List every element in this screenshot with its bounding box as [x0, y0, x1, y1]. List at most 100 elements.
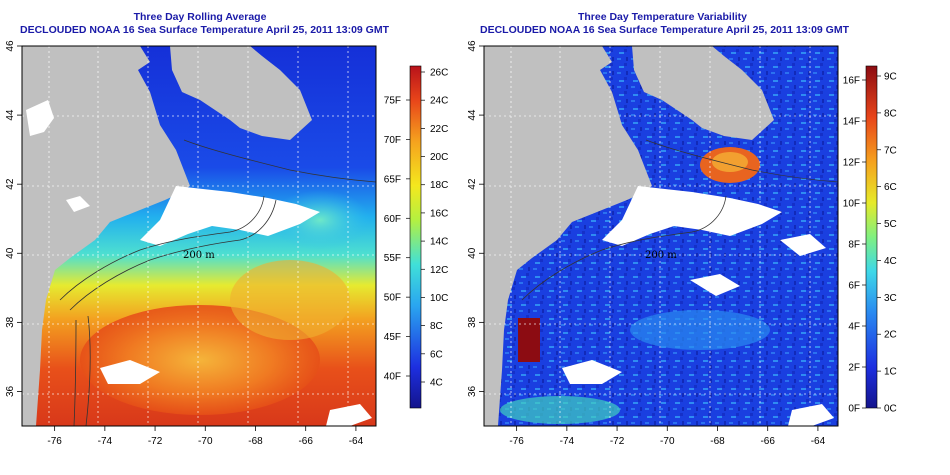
y-tick-label: 38	[5, 316, 16, 328]
colorbar-label: 45F	[384, 332, 401, 343]
y-tick-label: 40	[467, 247, 478, 259]
x-tick-label: -72	[148, 436, 163, 447]
x-tick-label: -76	[509, 436, 524, 447]
colorbar-label: 3C	[884, 293, 897, 304]
panel2-colorbar-left-labels: 16F 14F 12F 10F 8F 6F 4F 2F 0F	[843, 76, 866, 415]
y-tick-label: 46	[5, 40, 16, 52]
colorbar-label: 20C	[430, 152, 448, 163]
colorbar-label: 5C	[884, 219, 897, 230]
panel2-land-novascotia	[632, 46, 774, 140]
panel2-colorbar	[865, 65, 878, 409]
panel1-graticule	[22, 46, 376, 426]
colorbar-label: 75F	[384, 96, 401, 107]
panel2-colorbar-right-labels: 9C 8C 7C 6C 5C 4C 3C 2C 1C 0C	[877, 72, 897, 415]
colorbar-label: 14C	[430, 237, 448, 248]
x-tick-label: -68	[710, 436, 725, 447]
colorbar-label: 14F	[843, 117, 860, 128]
colorbar-label: 55F	[384, 253, 401, 264]
panel1-isobath	[59, 195, 265, 301]
panel2-cloud-patch	[690, 274, 740, 296]
colorbar-label: 24C	[430, 96, 448, 107]
colorbar-label: 2F	[848, 363, 860, 374]
panel1-y-axis: 46 44 42 40 38 36	[5, 40, 22, 397]
colorbar-label: 65F	[384, 174, 401, 185]
panel1-cloud-patch	[326, 404, 372, 426]
colorbar-label: 2C	[884, 330, 897, 341]
colorbar-label: 60F	[384, 214, 401, 225]
x-tick-label: -66	[298, 436, 313, 447]
x-tick-label: -64	[811, 436, 826, 447]
panel2-title: Three Day Temperature Variability	[577, 11, 748, 23]
panel2-light-band	[630, 310, 770, 350]
panel1-isobath	[73, 319, 77, 426]
panel1-cloud-patch	[66, 196, 90, 212]
panel1-isobath	[85, 315, 91, 426]
panel1-isobath	[69, 199, 277, 311]
panel1-warm-patch	[230, 260, 350, 340]
panel1-map: 200 m	[22, 46, 376, 426]
panel1-isobath	[183, 139, 376, 183]
colorbar-label: 18C	[430, 180, 448, 191]
colorbar-label: 6F	[848, 281, 860, 292]
colorbar-label: 12C	[430, 265, 448, 276]
x-tick-label: -76	[47, 436, 62, 447]
panel1-colorbar	[409, 65, 422, 409]
y-tick-label: 38	[467, 316, 478, 328]
x-tick-label: -74	[98, 436, 113, 447]
panel2-isobath	[521, 195, 727, 301]
colorbar-label: 4F	[848, 322, 860, 333]
panel2-isobath	[645, 139, 838, 183]
panel2-x-axis: -76 -74 -72 -70 -68 -66 -64	[509, 426, 826, 447]
colorbar-label: 22C	[430, 124, 448, 135]
y-tick-label: 40	[5, 247, 16, 259]
colorbar-label: 6C	[884, 182, 897, 193]
panel2-map: 200 m	[484, 46, 838, 426]
colorbar-label: 8C	[430, 321, 443, 332]
colorbar-label: 12F	[843, 158, 860, 169]
colorbar-label: 70F	[384, 135, 401, 146]
colorbar-label: 6C	[430, 349, 443, 360]
colorbar-label: 8F	[848, 240, 860, 251]
panel2-variability-hotspot-core	[712, 152, 748, 172]
panel1-cloud-patch	[100, 360, 160, 384]
panel1-cloud-patch	[26, 100, 54, 136]
colorbar-label: 0F	[848, 404, 860, 415]
panel1-land-novascotia	[170, 46, 312, 140]
colorbar-label: 4C	[884, 256, 897, 267]
x-tick-label: -72	[610, 436, 625, 447]
y-tick-label: 42	[5, 178, 16, 190]
colorbar-label: 8C	[884, 108, 897, 119]
colorbar-label: 9C	[884, 72, 897, 83]
panel1-colorbar-right-labels: 75F 70F 65F 60F 55F 50F 45F 40F	[384, 96, 410, 383]
y-tick-label: 36	[5, 385, 16, 397]
panel2-high-variability-strip	[518, 318, 540, 362]
panel2-cloud-patch	[788, 404, 834, 426]
y-tick-label: 44	[5, 109, 16, 121]
panel2-cloud-patch	[562, 360, 622, 384]
panel2-frame	[483, 45, 839, 427]
x-tick-label: -66	[760, 436, 775, 447]
colorbar-label: 7C	[884, 145, 897, 156]
x-tick-label: -68	[248, 436, 263, 447]
panel1-contour-label: 200 m	[183, 250, 215, 261]
x-tick-label: -70	[198, 436, 213, 447]
colorbar-label: 10F	[843, 199, 860, 210]
panel1-frame	[21, 45, 377, 427]
colorbar-label: 1C	[884, 367, 897, 378]
panel2-subtitle: DECLOUDED NOAA 16 Sea Surface Temperatur…	[480, 24, 849, 36]
x-tick-label: -70	[660, 436, 675, 447]
panel2-cloud-band	[602, 186, 782, 246]
panel1-title: Three Day Rolling Average	[133, 11, 267, 23]
y-tick-label: 44	[467, 109, 478, 121]
colorbar-label: 26C	[430, 68, 448, 79]
y-tick-label: 46	[467, 40, 478, 52]
x-tick-label: -74	[560, 436, 575, 447]
panel2-cyan-band	[500, 396, 620, 424]
colorbar-label: 0C	[884, 404, 897, 415]
x-tick-label: -64	[349, 436, 364, 447]
panel1-colorbar-left-labels: 26C 24C 22C 20C 18C 16C 14C 12C 10C 8C 6C 4C	[421, 68, 448, 389]
panel2-graticule	[484, 46, 838, 426]
panel2-contour-label: 200 m	[645, 250, 677, 261]
panel1-x-axis: -76 -74 -72 -70 -68 -66 -64	[47, 426, 364, 447]
